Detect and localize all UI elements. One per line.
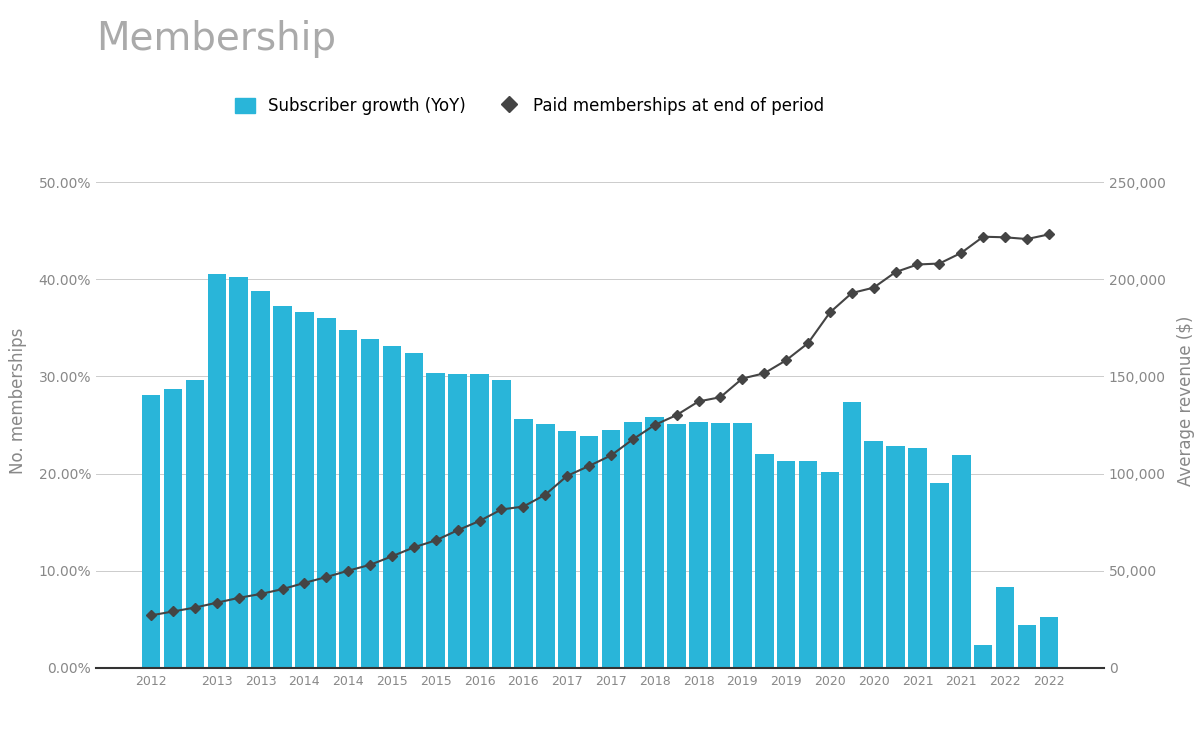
Bar bbox=[229, 278, 248, 668]
Text: Membership: Membership bbox=[96, 20, 336, 58]
Bar bbox=[317, 318, 336, 668]
Bar bbox=[887, 447, 905, 668]
Y-axis label: No. memberships: No. memberships bbox=[10, 327, 28, 474]
Bar bbox=[974, 646, 992, 668]
Bar bbox=[908, 448, 926, 668]
Bar bbox=[755, 454, 774, 668]
Bar bbox=[624, 422, 642, 668]
Bar bbox=[208, 275, 226, 668]
Bar bbox=[667, 424, 686, 668]
Bar bbox=[449, 375, 467, 668]
Bar bbox=[842, 401, 862, 668]
Bar bbox=[338, 329, 358, 668]
Bar bbox=[1039, 617, 1058, 668]
Bar bbox=[864, 441, 883, 668]
Bar bbox=[996, 587, 1014, 668]
Bar bbox=[930, 483, 949, 668]
Bar bbox=[186, 381, 204, 668]
Bar bbox=[601, 430, 620, 668]
Bar bbox=[383, 347, 401, 668]
Bar bbox=[142, 395, 161, 668]
Bar bbox=[404, 353, 424, 668]
Bar bbox=[952, 455, 971, 668]
Bar bbox=[536, 424, 554, 668]
Bar bbox=[514, 419, 533, 668]
Bar bbox=[799, 461, 817, 668]
Bar bbox=[646, 417, 664, 668]
Bar bbox=[470, 375, 488, 668]
Bar bbox=[251, 291, 270, 668]
Y-axis label: Average revenue ($): Average revenue ($) bbox=[1177, 315, 1195, 486]
Bar bbox=[712, 423, 730, 668]
Bar bbox=[733, 423, 751, 668]
Bar bbox=[295, 312, 313, 668]
Bar bbox=[163, 389, 182, 668]
Bar bbox=[776, 461, 796, 668]
Bar bbox=[689, 422, 708, 668]
Bar bbox=[580, 436, 599, 668]
Bar bbox=[426, 372, 445, 668]
Bar bbox=[274, 306, 292, 668]
Bar bbox=[558, 431, 576, 668]
Bar bbox=[821, 472, 839, 668]
Bar bbox=[492, 381, 511, 668]
Legend: Subscriber growth (YoY), Paid memberships at end of period: Subscriber growth (YoY), Paid membership… bbox=[227, 88, 833, 123]
Bar bbox=[1018, 625, 1037, 668]
Bar bbox=[361, 340, 379, 668]
